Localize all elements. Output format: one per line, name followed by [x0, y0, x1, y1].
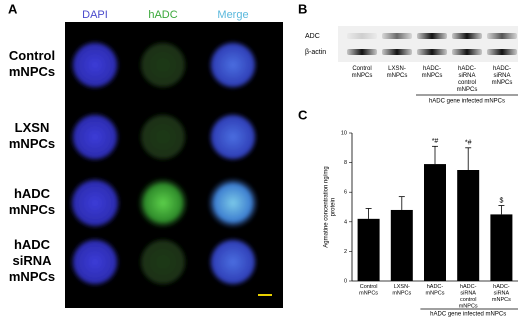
- blot: [338, 26, 518, 62]
- significance-label: *#: [432, 138, 439, 145]
- row-label: LXSN mNPCs: [9, 120, 55, 151]
- y-tick-label: 0: [344, 278, 347, 284]
- panel-label: B: [298, 1, 307, 16]
- blot-band: [452, 33, 482, 39]
- blot-band: [487, 33, 517, 39]
- lane-label: hADC-siRNA control mNPCs: [457, 66, 478, 93]
- blot-band: [347, 49, 377, 55]
- cell-sphere: [138, 237, 188, 287]
- group-label: hADC gene infected mNPCs: [430, 312, 506, 318]
- blot-band: [417, 49, 447, 55]
- x-tick-label: hADC-mNPCs: [426, 284, 445, 297]
- blot-band: [382, 49, 412, 55]
- x-tick-label: Control mNPCs: [359, 284, 378, 297]
- column-header: DAPI: [82, 9, 108, 21]
- bar: [490, 214, 513, 281]
- y-axis-label: Agmatine concentration ng/mgprotein: [323, 166, 336, 247]
- x-tick-label: LXSN-mNPCs: [392, 284, 411, 297]
- significance-label: *#: [465, 140, 472, 147]
- band-label: ADC: [305, 33, 320, 40]
- lane-label: hADC-siRNA mNPCs: [492, 66, 513, 86]
- cell-sphere: [69, 177, 121, 229]
- panel-label: A: [8, 1, 18, 16]
- cell-sphere: [70, 112, 120, 162]
- x-tick-label: hADC-siRNA control mNPCs: [459, 284, 478, 310]
- blot-band: [452, 49, 482, 55]
- blot-band: [487, 49, 517, 55]
- blot-band: [417, 33, 447, 39]
- y-tick-label: 4: [344, 219, 347, 225]
- cell-sphere: [137, 177, 189, 229]
- bar: [424, 164, 446, 281]
- x-tick-label: hADC-siRNA mNPCs: [492, 284, 511, 303]
- row-label: hADC siRNA mNPCs: [9, 237, 55, 284]
- cell-sphere: [208, 40, 258, 90]
- row-label: Control mNPCs: [9, 48, 55, 79]
- y-tick-label: 2: [344, 249, 347, 255]
- column-header: hADC: [148, 9, 177, 21]
- blot-band: [347, 33, 377, 39]
- lane-label: hADC-mNPCs: [422, 66, 443, 79]
- cell-sphere: [207, 177, 259, 229]
- blot-band: [382, 33, 412, 39]
- bar: [390, 209, 413, 281]
- row-label: hADC mNPCs: [9, 186, 55, 217]
- bar: [357, 218, 380, 281]
- panel-label: C: [298, 107, 308, 122]
- y-tick-label: 8: [344, 160, 347, 166]
- lane-label: LXSN-mNPCs: [387, 66, 408, 79]
- y-tick-label: 6: [344, 190, 347, 196]
- band-label: β-actin: [305, 49, 326, 56]
- column-header: Merge: [217, 9, 248, 21]
- cell-sphere: [70, 40, 120, 90]
- bar: [457, 170, 480, 281]
- group-label: hADC gene infected mNPCs: [429, 99, 505, 105]
- lane-label: Control mNPCs: [352, 66, 373, 79]
- significance-label: $: [499, 197, 503, 204]
- cell-sphere: [208, 237, 258, 287]
- cell-sphere: [70, 237, 120, 287]
- cell-sphere: [138, 112, 188, 162]
- cell-sphere: [138, 40, 188, 90]
- y-tick-label: 10: [341, 130, 347, 136]
- cell-sphere: [208, 112, 258, 162]
